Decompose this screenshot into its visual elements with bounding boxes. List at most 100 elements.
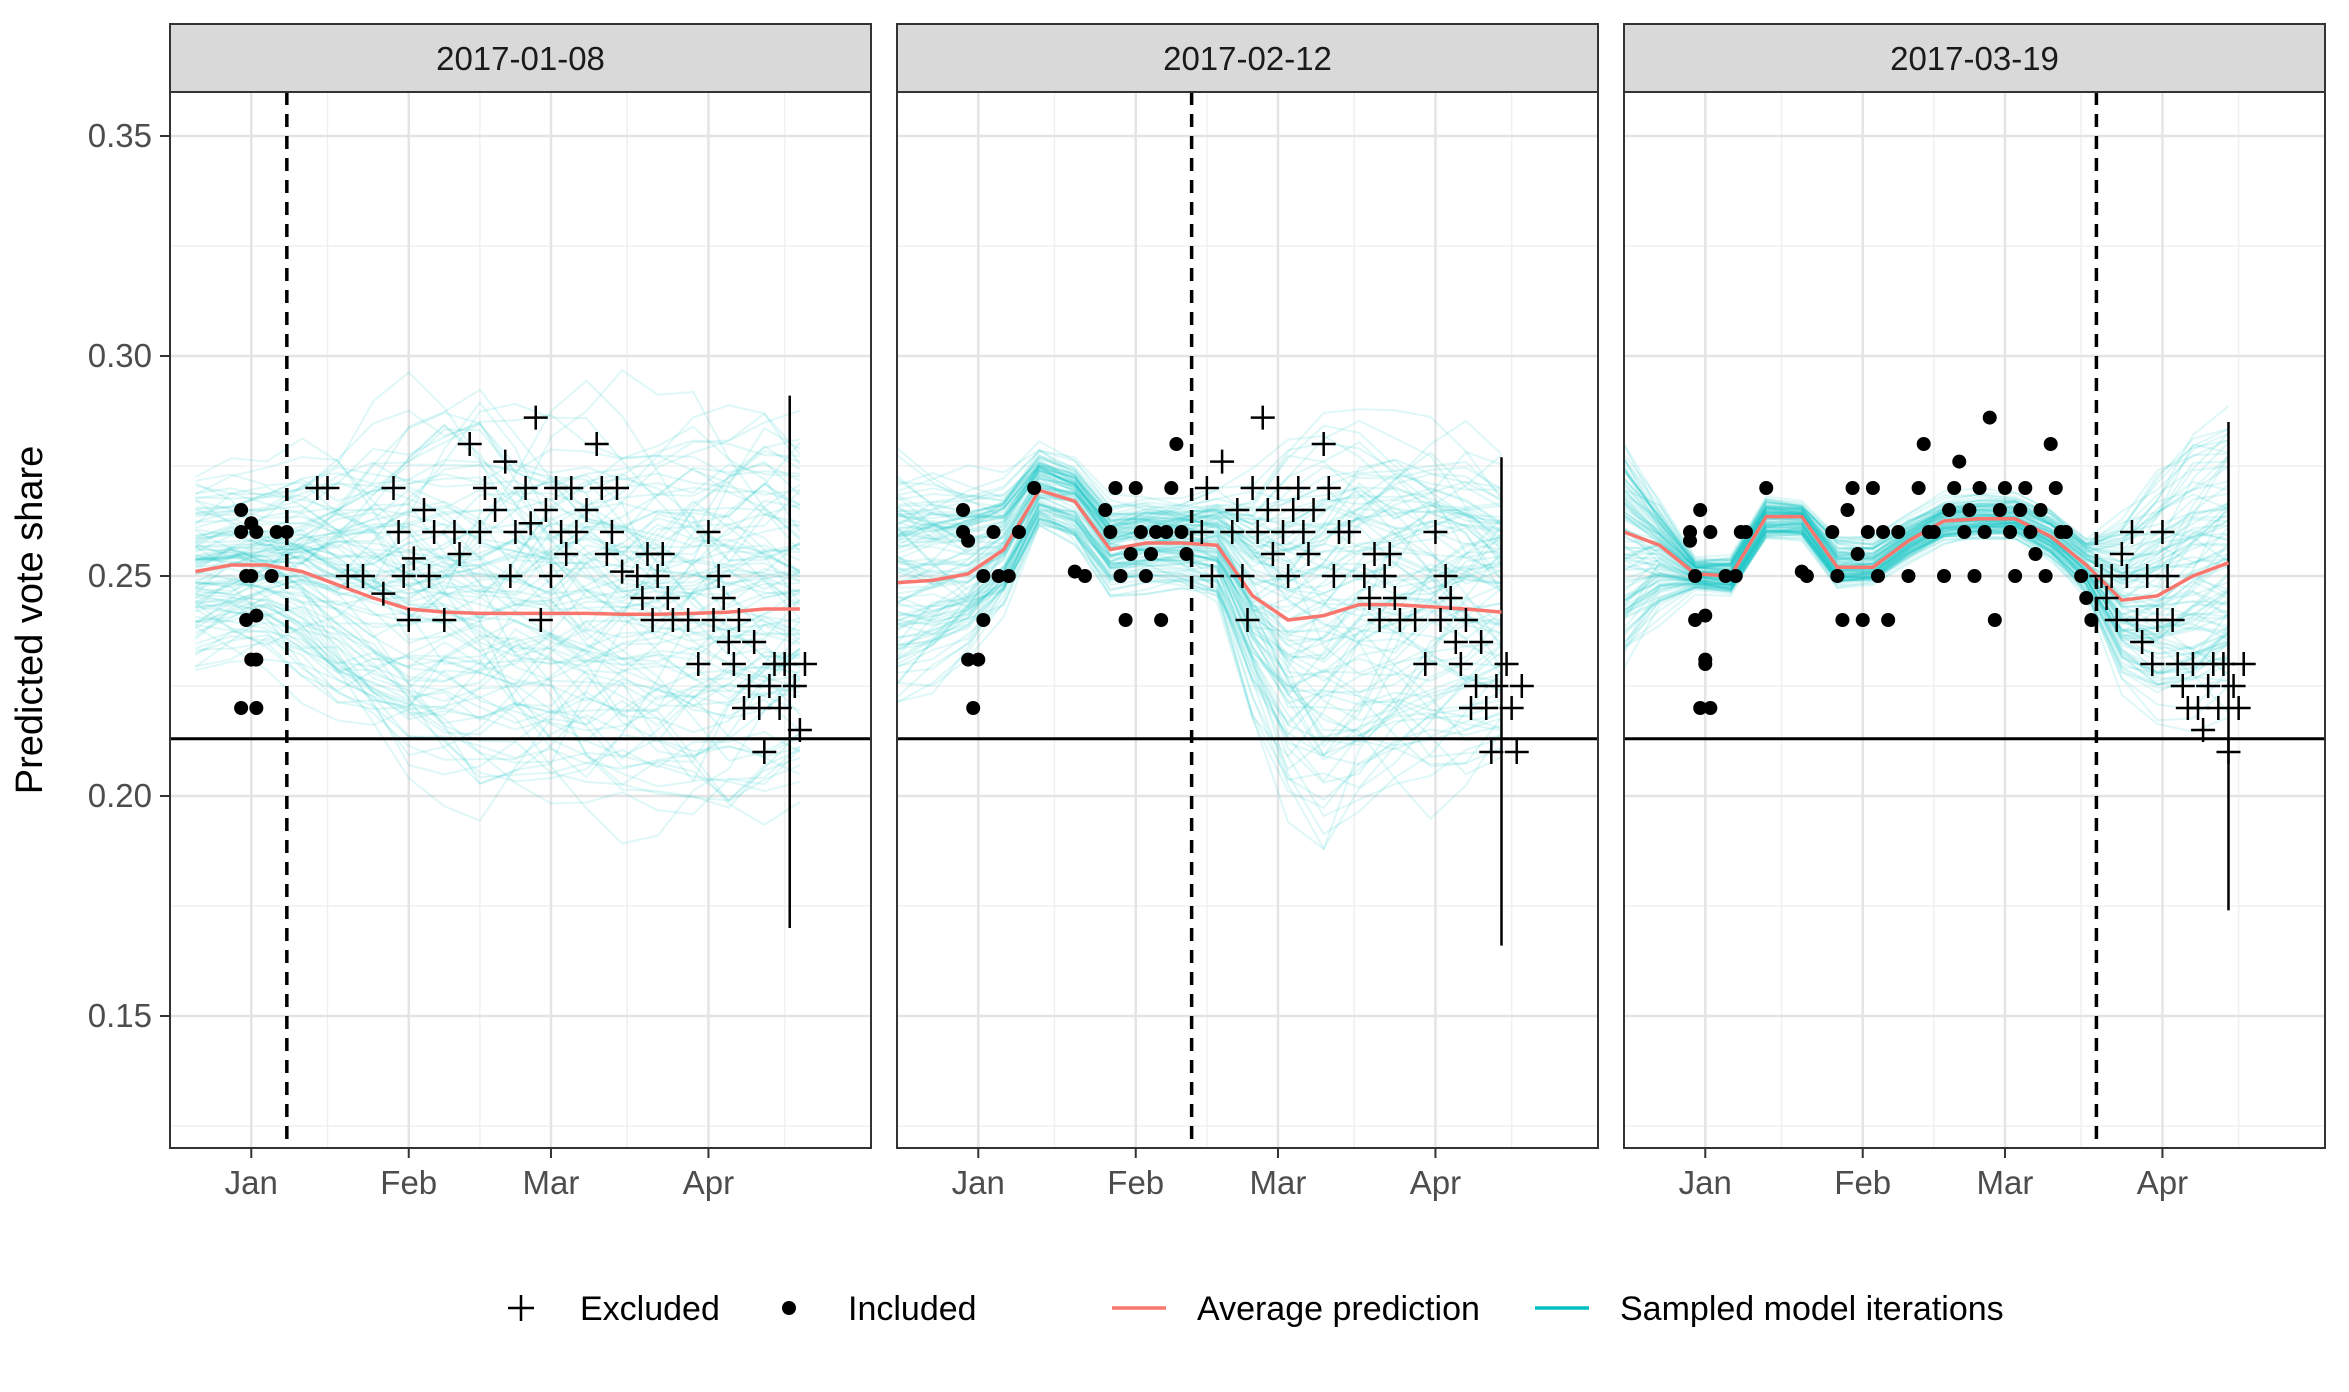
sampled-iteration-line [896, 482, 1502, 596]
excluded-point [696, 520, 721, 544]
sampled-iteration-line [194, 532, 801, 584]
excluded-point [2186, 696, 2211, 720]
excluded-point [792, 652, 817, 676]
sampled-iteration-line [1623, 529, 2229, 680]
excluded-point [1194, 476, 1219, 500]
facet-strip-label: 2017-01-08 [436, 40, 605, 77]
sampled-iteration-line [896, 465, 1502, 552]
excluded-point [457, 432, 482, 456]
included-point [1698, 657, 1713, 671]
included-point [2079, 591, 2094, 605]
sampled-iteration-line [195, 425, 801, 585]
sampled-iteration-line [195, 510, 801, 572]
included-point [2013, 503, 2028, 517]
sampled-iteration-line [896, 454, 1502, 573]
excluded-point [559, 476, 584, 500]
sampled-iteration-line [896, 518, 1502, 747]
sampled-iteration-line [194, 603, 801, 803]
excluded-point [483, 498, 508, 522]
sampled-iteration-line [194, 402, 801, 560]
excluded-point [2180, 652, 2205, 676]
sampled-iteration-line [195, 521, 801, 629]
included-point [264, 569, 279, 583]
sampled-iteration-line [195, 461, 800, 554]
sampled-iteration-line [896, 495, 1503, 757]
included-point [1997, 481, 2012, 495]
excluded-point [2140, 652, 2165, 676]
excluded-point [2125, 608, 2150, 632]
sampled-iteration-line [896, 453, 1503, 561]
sampled-iteration-line [195, 424, 801, 639]
excluded-point [640, 608, 665, 632]
sampled-iteration-line [195, 593, 801, 759]
sampled-iteration-line [195, 554, 801, 639]
excluded-point [1210, 449, 1235, 474]
sampled-iteration-line [195, 533, 801, 707]
excluded-point [401, 546, 426, 571]
excluded-point [2130, 630, 2155, 654]
sampled-iteration-line [1623, 471, 2229, 564]
included-point [1108, 481, 1123, 495]
included-point [1982, 410, 1997, 425]
sampled-iteration-line [195, 482, 801, 633]
excluded-point [564, 520, 589, 544]
sampled-iteration-line [896, 486, 1502, 697]
sampled-iteration-line [194, 528, 801, 578]
sampled-iteration-line [194, 625, 801, 845]
excluded-point [528, 608, 553, 632]
included-point [234, 525, 249, 539]
excluded-point [538, 564, 563, 588]
included-point [1860, 525, 1875, 539]
sampled-iteration-line [1623, 439, 2229, 561]
included-point [1799, 569, 1814, 583]
x-tick-label: Jan [225, 1164, 278, 1201]
sampled-iteration-line [195, 605, 801, 703]
included-point [1957, 525, 1972, 539]
sampled-iteration-line [195, 548, 801, 708]
included-point [1881, 613, 1896, 627]
sampled-iteration-line [896, 498, 1503, 654]
facet-strip-label: 2017-03-19 [1890, 40, 2059, 77]
excluded-point [1438, 586, 1463, 610]
sampled-iterations [194, 368, 801, 845]
sampled-iteration-line [194, 591, 800, 742]
sampled-iteration-line [195, 370, 801, 544]
excluded-point [1499, 696, 1524, 720]
included-point [1179, 547, 1194, 561]
sampled-iteration-line [195, 604, 801, 721]
excluded-point [742, 630, 767, 654]
included-point [244, 569, 259, 583]
excluded-point [2191, 718, 2216, 742]
excluded-point [1474, 696, 1499, 720]
sampled-iteration-line [194, 526, 801, 701]
sampled-iteration-line [896, 481, 1503, 629]
excluded-point [1245, 520, 1270, 544]
facet-strip-label: 2017-02-12 [1163, 40, 1332, 77]
included-point [1683, 533, 1698, 548]
sampled-iteration-line [195, 439, 800, 532]
included-point [1011, 525, 1026, 539]
sampled-iteration-line [896, 521, 1502, 789]
legend-label: Excluded [580, 1290, 720, 1328]
included-point [1845, 481, 1860, 495]
sampled-iteration-line [896, 482, 1503, 683]
included-point [279, 525, 294, 539]
included-point [1891, 525, 1906, 539]
included-point [1855, 613, 1870, 627]
sampled-iteration-line [1623, 453, 2230, 559]
excluded-point [1276, 564, 1301, 588]
x-tick-label: Mar [523, 1164, 580, 1201]
included-point [1977, 525, 1992, 539]
sampled-iteration-line [1623, 497, 2229, 570]
sampled-iteration-line [195, 463, 801, 553]
included-point [991, 569, 1006, 583]
included-point [249, 608, 264, 623]
sampled-iteration-line [896, 466, 1502, 568]
sampled-iteration-line [896, 419, 1502, 526]
sampled-iteration-line [195, 463, 801, 515]
sampled-iteration-line [195, 599, 801, 703]
excluded-point [554, 542, 579, 566]
included-point [961, 652, 976, 667]
included-point [1703, 525, 1718, 539]
sampled-iteration-line [195, 594, 801, 816]
